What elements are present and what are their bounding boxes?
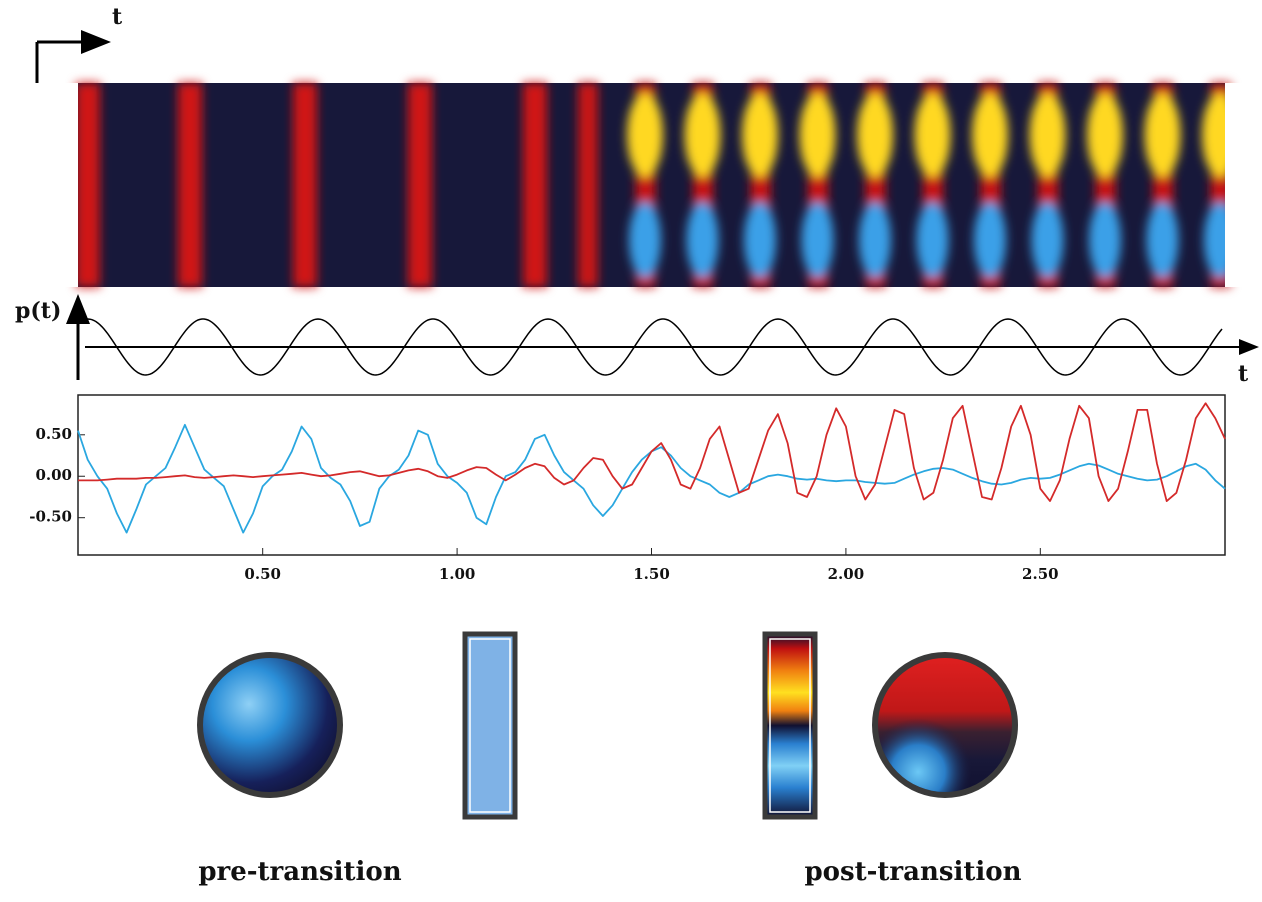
x-tick-label: 1.50	[633, 565, 670, 583]
yellow-blob	[1145, 93, 1181, 177]
blue-blob	[1147, 202, 1179, 278]
red-band	[578, 83, 598, 287]
blue-blob	[974, 202, 1006, 278]
map-clip	[0, 83, 78, 287]
post-transition-panel: post-transition	[765, 634, 1022, 887]
x-tick-label: 1.00	[439, 565, 476, 583]
y-tick-label: -0.50	[29, 508, 72, 526]
x-tick-label: 2.00	[828, 565, 865, 583]
red-band	[178, 83, 202, 287]
yellow-blob	[800, 93, 836, 177]
axis-label: t	[1238, 361, 1249, 387]
blue-blob	[629, 202, 661, 278]
spatiotemporal-map	[0, 83, 1262, 287]
blue-blob	[1089, 202, 1121, 278]
blue-blob	[802, 202, 834, 278]
red-band	[293, 83, 317, 287]
axis-label: p(t)	[15, 298, 61, 324]
plot: 0.50 0.00 -0.50 0.50 1.00 1.50 2.00 2.50	[29, 403, 1225, 583]
red-band	[523, 83, 547, 287]
drive-signal: p(t) t	[15, 298, 1255, 387]
blue-blob	[859, 202, 891, 278]
blue-blob	[917, 202, 949, 278]
blue-blob	[744, 202, 776, 278]
axis-label: t	[112, 4, 123, 30]
pre-transition-panel: pre-transition	[198, 634, 515, 887]
series-line	[78, 425, 1225, 533]
map-clip	[1225, 83, 1262, 287]
figure: t x p(t) t 0.500.00-0.500.501.001.502.00…	[0, 0, 1262, 902]
blue-blob	[687, 202, 719, 278]
series-line	[78, 403, 1225, 501]
x-tick-label: 0.50	[244, 565, 281, 583]
red-band	[408, 83, 432, 287]
x-tick-label: 2.50	[1022, 565, 1059, 583]
yellow-blob	[1030, 93, 1066, 177]
y-tick-label: 0.50	[35, 425, 72, 443]
yellow-blob	[685, 93, 721, 177]
y-tick-label: 0.00	[35, 466, 72, 484]
red-band	[76, 83, 100, 287]
yellow-blob	[972, 93, 1008, 177]
plot-frame	[78, 395, 1225, 555]
yellow-blob	[915, 93, 951, 177]
yellow-blob	[742, 93, 778, 177]
yellow-blob	[1087, 93, 1123, 177]
yellow-blob	[857, 93, 893, 177]
panel-label: post-transition	[804, 857, 1021, 887]
panel-label: pre-transition	[198, 857, 401, 887]
blue-blob	[1032, 202, 1064, 278]
yellow-blob	[627, 93, 663, 177]
